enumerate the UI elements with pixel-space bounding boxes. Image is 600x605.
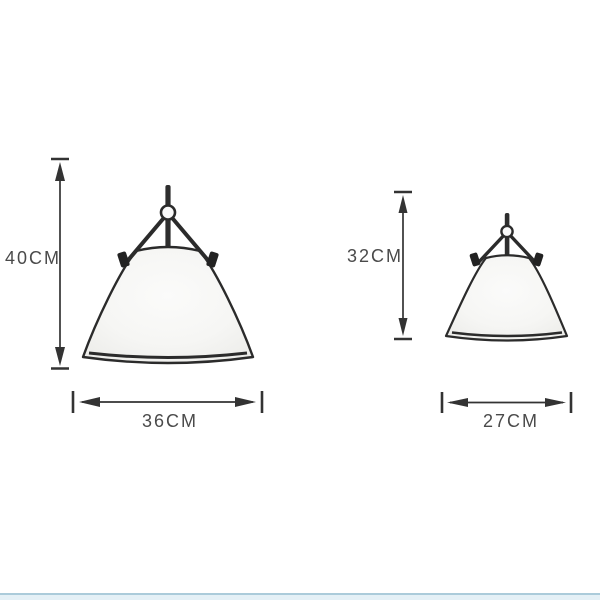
large-lamp-shade xyxy=(81,245,255,365)
large-lamp-rim xyxy=(88,351,248,359)
small-lamp-rim xyxy=(451,331,563,338)
arrow-up-icon xyxy=(398,195,408,213)
large-lamp-strap-clip-right xyxy=(206,251,219,268)
arrow-up-icon xyxy=(55,162,65,181)
small-lamp xyxy=(444,213,569,342)
large-lamp-width-label: 36CM xyxy=(142,411,198,431)
small-lamp-width-label: 27CM xyxy=(483,411,539,431)
footer-accent-bar xyxy=(0,593,600,600)
large-lamp-height-dimension: 40CM xyxy=(5,157,69,370)
large-lamp-strap-clip-left xyxy=(117,251,130,268)
arrow-right-icon xyxy=(235,397,256,407)
small-lamp-width-dimension: 27CM xyxy=(440,392,573,431)
arrow-right-icon xyxy=(545,398,566,407)
arrow-left-icon xyxy=(447,398,468,407)
small-lamp-shade xyxy=(444,254,569,342)
large-lamp-strap-left xyxy=(122,211,170,267)
arrow-down-icon xyxy=(55,347,65,366)
small-lamp-height-dimension: 32CM xyxy=(347,190,412,341)
large-lamp-joint-ball xyxy=(159,204,177,221)
arrow-left-icon xyxy=(79,397,100,407)
small-lamp-joint-ball xyxy=(500,224,514,239)
large-lamp-width-dimension: 36CM xyxy=(71,391,264,431)
small-lamp-height-label: 32CM xyxy=(347,246,403,266)
small-lamp-strap-right xyxy=(505,230,539,266)
large-lamp-strap-right xyxy=(166,211,214,267)
small-lamp-strap-left xyxy=(475,230,509,266)
small-lamp-strap-clip-right xyxy=(532,252,544,267)
large-lamp-height-label: 40CM xyxy=(5,248,61,268)
large-lamp xyxy=(81,185,255,365)
small-lamp-strap-clip-left xyxy=(469,252,481,267)
arrow-down-icon xyxy=(398,318,408,336)
